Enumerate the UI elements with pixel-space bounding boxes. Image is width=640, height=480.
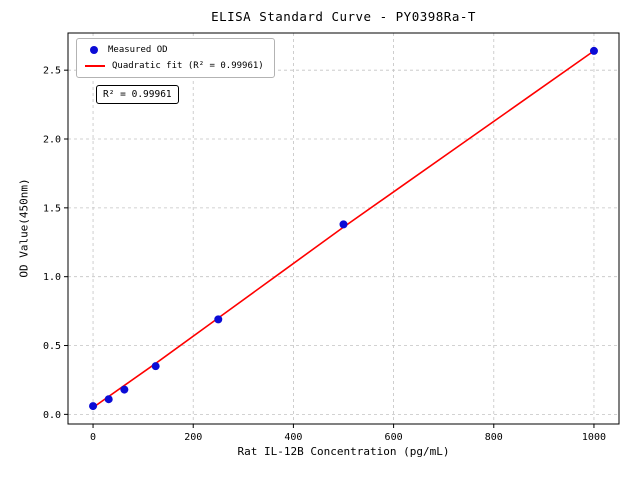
x-tick-label: 400 [284, 432, 302, 443]
legend: Measured OD Quadratic fit (R² = 0.99961) [76, 38, 275, 78]
x-axis-label: Rat IL-12B Concentration (pg/mL) [237, 445, 450, 458]
legend-line-marker-icon [85, 65, 105, 67]
data-point [214, 315, 223, 324]
legend-label: Measured OD [108, 45, 168, 55]
y-tick-label: 0.5 [43, 341, 61, 352]
r-squared-annotation: R² = 0.99961 [96, 85, 179, 104]
y-tick-label: 2.5 [43, 66, 61, 77]
data-point [89, 402, 98, 411]
x-tick-label: 0 [90, 432, 96, 443]
y-tick-label: 1.5 [43, 203, 61, 214]
y-axis-label: OD Value(450nm) [17, 178, 31, 278]
data-point [120, 385, 129, 394]
y-tick-labels: 0.0 0.5 1.0 1.5 2.0 2.5 [43, 66, 61, 421]
y-tick-label: 2.0 [43, 135, 61, 146]
data-point [339, 220, 348, 229]
plot-border [67, 32, 620, 425]
x-tick-label: 800 [485, 432, 503, 443]
data-point [589, 46, 598, 55]
legend-entry-measured-od: Measured OD [85, 45, 264, 55]
y-tick-label: 1.0 [43, 272, 61, 283]
tick-marks [64, 69, 595, 428]
x-tick-label: 600 [385, 432, 403, 443]
x-tick-label: 1000 [582, 432, 606, 443]
x-tick-label: 200 [184, 432, 202, 443]
legend-scatter-marker-icon [90, 46, 98, 54]
data-point [151, 362, 160, 371]
y-tick-label: 0.0 [43, 410, 61, 421]
legend-entry-quadratic-fit: Quadratic fit (R² = 0.99961) [85, 61, 264, 71]
x-tick-labels: 0 200 400 600 800 1000 [90, 432, 606, 443]
scatter-series [89, 46, 598, 411]
fit-line [92, 50, 595, 409]
data-point [104, 395, 113, 404]
chart-title: ELISA Standard Curve - PY0398Ra-T [211, 9, 476, 24]
legend-label: Quadratic fit (R² = 0.99961) [112, 61, 264, 71]
